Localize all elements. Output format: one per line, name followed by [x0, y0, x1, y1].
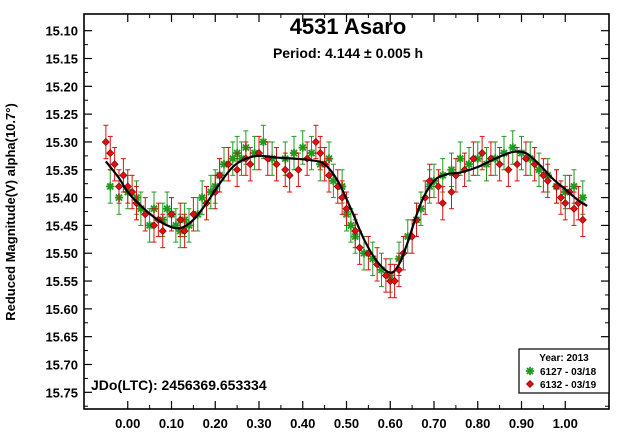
data-point-6132: [285, 171, 294, 180]
data-point-6127: [473, 154, 482, 163]
y-tick-label: 15.75: [45, 385, 78, 400]
data-point-6132: [447, 188, 456, 197]
data-point-6132: [351, 226, 360, 235]
x-tick-label: 1.00: [553, 416, 578, 431]
data-point-6132: [521, 154, 530, 163]
data-point-6132: [167, 210, 176, 219]
x-tick-label: 0.20: [203, 416, 228, 431]
data-point-6132: [478, 149, 487, 158]
data-point-6132: [539, 171, 548, 180]
y-tick-label: 15.10: [45, 24, 78, 39]
data-point-6132: [149, 221, 159, 230]
data-point-6132: [543, 176, 552, 185]
data-point-6127: [259, 137, 268, 147]
data-point-6132: [355, 243, 364, 252]
data-point-6132: [281, 165, 290, 174]
data-point-6132: [504, 165, 513, 174]
y-tick-label: 15.15: [45, 52, 78, 67]
x-tick-label: 0.00: [115, 416, 140, 431]
y-tick-label: 15.65: [45, 330, 78, 345]
data-point-6132: [578, 215, 587, 224]
data-point-6132: [569, 204, 579, 213]
data-point-6127: [464, 160, 474, 169]
data-point-6132: [342, 204, 351, 213]
y-tick-label: 15.25: [45, 107, 78, 122]
data-point-6132: [215, 171, 224, 180]
data-point-6132: [224, 160, 233, 169]
x-tick-label: 0.10: [159, 416, 184, 431]
x-tick-label: 0.50: [334, 416, 359, 431]
legend-label-series-2: 6132 - 03/19: [540, 380, 597, 391]
data-point-6132: [556, 193, 565, 202]
data-point-6132: [324, 171, 334, 180]
data-point-6127: [298, 143, 307, 152]
data-point-6132: [294, 165, 303, 174]
chart-subtitle: Period: 4.144 ± 0.005 h: [273, 45, 423, 61]
legend: Year: 2013 6127 - 03/18 6132 - 03/19: [518, 348, 610, 394]
y-tick-label: 15.70: [45, 357, 78, 372]
y-tick-label: 15.55: [45, 274, 78, 289]
y-tick-label: 15.35: [45, 163, 78, 178]
data-point-6132: [316, 149, 325, 158]
data-point-6132: [189, 210, 198, 219]
data-point-6132: [469, 154, 478, 163]
legend-marker-series-2: [525, 379, 535, 389]
data-point-6132: [110, 160, 119, 169]
data-point-6132: [176, 215, 185, 224]
data-point-6127: [569, 182, 579, 191]
data-point-6132: [438, 199, 447, 208]
x-tick-label: 0.60: [378, 416, 403, 431]
data-point-6132: [114, 182, 124, 191]
x-tick-label: 0.90: [509, 416, 534, 431]
data-point-6132: [513, 160, 522, 169]
data-point-6132: [381, 271, 390, 280]
data-point-6127: [106, 182, 115, 191]
y-tick-label: 15.50: [45, 246, 78, 261]
data-point-6132: [101, 137, 110, 146]
plot-area: 0.00 0.10 0.20 0.30 0.40 0.50 0.60 0.70 0.80 0.90…: [45, 13, 610, 431]
y-axis-label: Reduced Magnitude(V) alpha(10.7°): [3, 103, 18, 321]
data-point-6127: [307, 148, 316, 158]
data-point-6127: [197, 193, 207, 202]
data-point-6127: [162, 204, 172, 213]
data-point-6132: [495, 160, 504, 169]
chart-title: 4531 Asaro: [290, 14, 407, 39]
data-point-6132: [390, 277, 399, 286]
epoch-annotation: JDo(LTC): 2456369.653334: [91, 377, 267, 393]
data-point-6132: [272, 160, 281, 169]
data-point-6132: [106, 149, 115, 158]
data-point-6127: [289, 148, 299, 158]
x-tick-label: 0.40: [290, 416, 315, 431]
y-tick-label: 15.30: [45, 135, 78, 150]
data-point-6132: [233, 165, 242, 174]
fourier-fit-curve: [105, 150, 588, 274]
data-point-6132: [119, 171, 128, 180]
data-point-6132: [158, 226, 167, 235]
data-point-6132: [561, 199, 570, 208]
data-point-6132: [434, 182, 443, 191]
x-tick-label: 0.30: [246, 416, 271, 431]
y-tick-label: 15.40: [45, 191, 78, 206]
legend-label-series-1: 6127 - 03/18: [540, 367, 597, 378]
legend-marker-series-1: [525, 366, 535, 376]
x-tick-label: 0.70: [421, 416, 446, 431]
data-point-6127: [578, 193, 587, 202]
y-tick-label: 15.20: [45, 79, 78, 94]
y-tick-label: 15.60: [45, 302, 78, 317]
legend-title: Year: 2013: [539, 353, 589, 364]
x-tick-label: 0.80: [465, 416, 490, 431]
data-point-6132: [246, 160, 255, 169]
data-point-6132: [180, 226, 189, 235]
y-tick-label: 15.45: [45, 218, 78, 233]
data-point-6132: [311, 137, 320, 146]
